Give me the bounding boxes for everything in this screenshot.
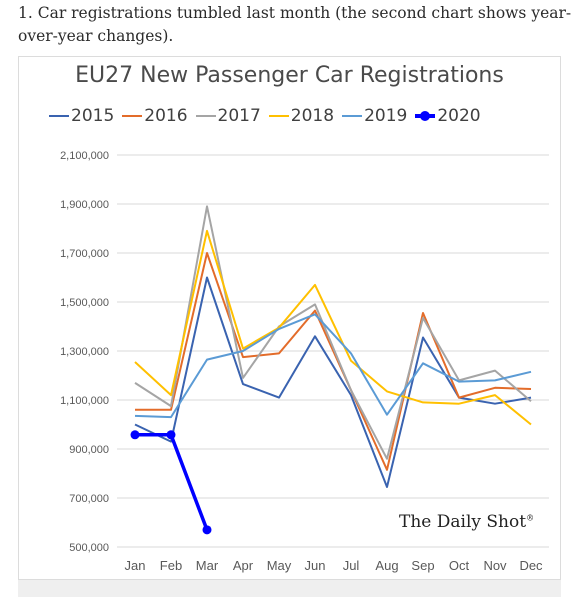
chart-legend: 2015 2016 2017 2018 2019 2020 xyxy=(49,105,481,127)
legend-item-2017: 2017 xyxy=(195,106,261,126)
x-tick-label: Jun xyxy=(305,558,326,573)
legend-label: 2019 xyxy=(364,106,408,126)
legend-swatch xyxy=(268,115,289,117)
legend-swatch xyxy=(122,115,143,117)
legend-label: 2015 xyxy=(71,106,115,126)
legend-swatch xyxy=(195,115,216,117)
x-tick-label: May xyxy=(267,558,292,573)
brand-mark: ® xyxy=(526,513,535,523)
data-point-2020 xyxy=(166,430,176,440)
x-tick-label: Apr xyxy=(233,558,254,573)
series-line-2015 xyxy=(134,276,532,488)
legend-item-2016: 2016 xyxy=(122,106,188,126)
legend-item-2019: 2019 xyxy=(342,106,407,126)
y-tick-label: 700,000 xyxy=(69,493,109,505)
data-point-2020 xyxy=(130,430,140,440)
x-tick-label: Nov xyxy=(483,558,507,573)
legend-label: 2020 xyxy=(437,106,481,126)
x-tick-label: Feb xyxy=(160,558,182,573)
y-tick-label: 1,900,000 xyxy=(60,199,109,211)
x-tick-label: Jul xyxy=(343,558,360,573)
legend-swatch xyxy=(342,115,363,117)
brand-watermark: The Daily Shot® xyxy=(399,512,534,532)
brand-text: The Daily Shot xyxy=(399,512,527,532)
x-tick-label: Mar xyxy=(196,558,219,573)
legend-item-2020: 2020 xyxy=(415,106,481,126)
y-tick-label: 1,700,000 xyxy=(60,248,109,260)
chart-figure: EU27 New Passenger Car Registrations 201… xyxy=(18,56,561,597)
data-point-2020 xyxy=(202,525,212,535)
caption-text: 1. Car registrations tumbled last month … xyxy=(18,4,572,45)
legend-item-2015: 2015 xyxy=(49,106,114,126)
y-tick-label: 1,300,000 xyxy=(60,346,109,358)
x-tick-label: Dec xyxy=(519,558,543,573)
legend-swatch xyxy=(49,115,69,117)
x-tick-label: Oct xyxy=(449,558,470,573)
x-tick-label: Jan xyxy=(125,558,146,573)
plot-area: 500,000 700,000 900,000 1,100,000 1,300,000 1… xyxy=(60,150,549,573)
chart-title: EU27 New Passenger Car Registrations xyxy=(75,63,504,88)
y-tick-label: 1,100,000 xyxy=(60,395,109,407)
y-tick-label: 900,000 xyxy=(69,444,109,456)
series-line-2018 xyxy=(134,229,532,426)
series-line-2016 xyxy=(135,252,532,471)
x-tick-label: Aug xyxy=(375,558,398,573)
legend-label: 2017 xyxy=(217,106,261,126)
legend-item-2018: 2018 xyxy=(268,106,335,126)
y-tick-label: 1,500,000 xyxy=(60,297,109,309)
chart-container: EU27 New Passenger Car Registrations 201… xyxy=(18,56,561,580)
legend-label: 2018 xyxy=(290,106,335,126)
x-tick-label: Sep xyxy=(411,558,434,573)
y-tick-label: 2,100,000 xyxy=(60,150,109,162)
y-tick-label: 500,000 xyxy=(69,542,109,554)
legend-swatch xyxy=(415,111,436,121)
series-line-2017 xyxy=(134,205,532,460)
legend-label: 2016 xyxy=(144,106,188,126)
series-line-2019 xyxy=(134,313,532,419)
